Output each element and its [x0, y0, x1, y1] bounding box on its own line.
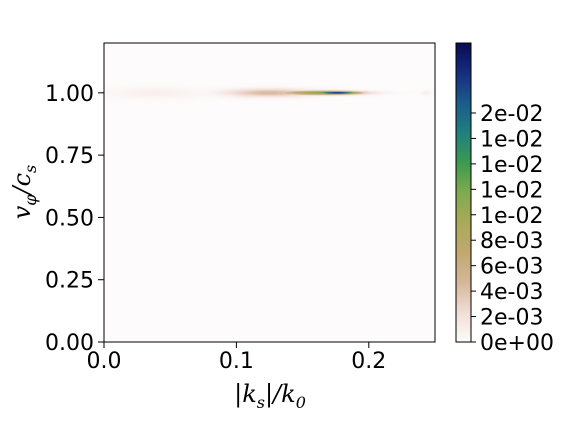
- colorbar-tick-label: 1e-02: [480, 204, 543, 229]
- colorbar-tick-label: 1e-02: [480, 178, 543, 203]
- plot-frame: [103, 42, 436, 343]
- colorbar-tick-label: 2e-02: [480, 102, 543, 127]
- y-axis-label: vφ/cs: [8, 165, 40, 220]
- x-tick-label: 0.0: [87, 349, 122, 374]
- y-tick-label: 1.00: [45, 82, 94, 107]
- colorbar-tick-label: 6e-03: [480, 255, 543, 280]
- x-tick-label: 0.2: [351, 349, 386, 374]
- y-tick-label: 0.50: [45, 206, 94, 231]
- x-tick-label: 0.1: [219, 349, 254, 374]
- colorbar: [455, 42, 472, 343]
- y-axis-ticks: 0.00 0.25 0.50 0.75 1.00: [45, 82, 104, 356]
- y-tick-label: 0.00: [45, 331, 94, 356]
- y-tick-label: 0.75: [45, 144, 94, 169]
- colorbar-tick-label: 8e-03: [480, 229, 543, 254]
- colorbar-ticks: 0e+002e-034e-036e-038e-031e-021e-021e-02…: [471, 102, 554, 356]
- x-axis-label: |ks|/k0: [234, 380, 306, 412]
- colorbar-tick-label: 4e-03: [480, 280, 543, 305]
- y-tick-label: 0.25: [45, 269, 94, 294]
- x-axis-ticks: 0.0 0.1 0.2: [87, 342, 386, 374]
- colorbar-tick-label: 1e-02: [480, 153, 543, 178]
- colorbar-tick-label: 2e-03: [480, 306, 543, 331]
- heatmap-image: [104, 43, 435, 342]
- colorbar-tick-label: 1e-02: [480, 127, 543, 152]
- colorbar-tick-label: 0e+00: [480, 331, 554, 356]
